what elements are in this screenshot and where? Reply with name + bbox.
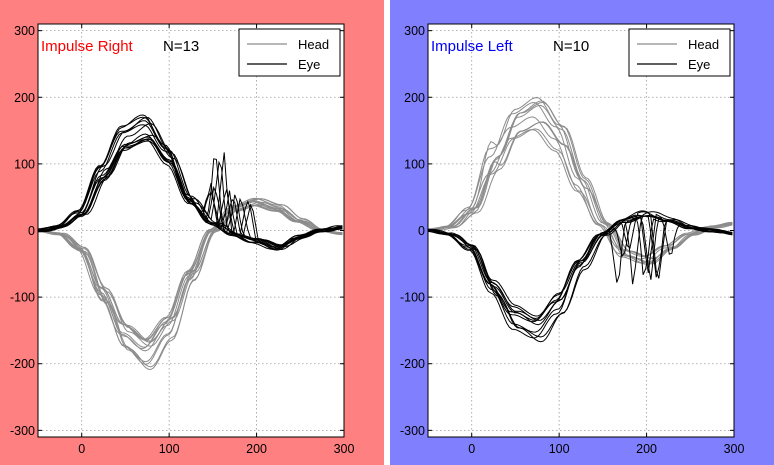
sample-count-label: N=13 (163, 38, 199, 55)
y-tick-label: 0 (28, 224, 35, 238)
head-trace (428, 116, 733, 260)
panel-impulse-left: 0 100 200 300 -300 -200 -100 0 100 200 300 Impulse … (390, 0, 774, 465)
y-tick-label: 100 (404, 157, 425, 171)
chart-impulse-left: 0 100 200 300 -300 -200 -100 0 100 200 300 Impulse … (390, 0, 774, 465)
eye-trace (38, 120, 343, 251)
x-tick-label: 100 (159, 442, 180, 456)
x-tick-label: 200 (246, 442, 267, 456)
head-trace (38, 204, 343, 340)
eye-trace (38, 116, 343, 250)
head-trace (38, 201, 343, 347)
chart-title: Impulse Left (431, 38, 514, 55)
y-tick-label: -100 (400, 291, 425, 305)
sample-count-label: N=10 (553, 38, 589, 55)
eye-trace (38, 122, 343, 251)
head-trace (428, 104, 733, 263)
head-trace (428, 101, 733, 265)
eye-trace (428, 215, 733, 321)
x-tick-label: 0 (78, 442, 85, 456)
x-tick-label: 300 (724, 442, 745, 456)
y-tick-label: 100 (14, 157, 35, 171)
head-trace (428, 128, 733, 257)
legend-box (238, 28, 341, 77)
y-tick-label: 300 (14, 24, 35, 38)
x-tick-label: 300 (334, 442, 355, 456)
y-tick-label: -300 (400, 424, 425, 438)
chart-title: Impulse Right (41, 38, 134, 55)
head-trace (38, 201, 343, 350)
plot-traces (38, 114, 343, 371)
eye-trace (428, 211, 733, 333)
panel-impulse-right: 0 100 200 300 -300 -200 -100 0 100 200 300 Impulse … (0, 0, 384, 465)
legend-label-head: Head (688, 37, 719, 52)
legend-box (628, 28, 731, 77)
y-tick-label: 200 (404, 91, 425, 105)
y-tick-label: -100 (10, 291, 35, 305)
y-tick-label: 300 (404, 24, 425, 38)
y-tick-label: -300 (10, 424, 35, 438)
head-trace (38, 198, 343, 371)
y-tick-label: -200 (10, 357, 35, 371)
head-trace (428, 97, 733, 265)
x-tick-label: 200 (636, 442, 657, 456)
x-tick-label: 100 (549, 442, 570, 456)
head-trace (38, 205, 343, 340)
chart-impulse-right: 0 100 200 300 -300 -200 -100 0 100 200 300 Impulse … (0, 0, 384, 465)
eye-trace (38, 136, 343, 247)
legend-label-head: Head (298, 37, 329, 52)
legend-label-eye: Eye (688, 57, 710, 72)
plot-traces (428, 97, 733, 343)
legend-label-eye: Eye (298, 57, 320, 72)
x-tick-label: 0 (468, 442, 475, 456)
y-tick-label: 200 (14, 91, 35, 105)
y-tick-label: -200 (400, 357, 425, 371)
y-tick-label: 0 (418, 224, 425, 238)
